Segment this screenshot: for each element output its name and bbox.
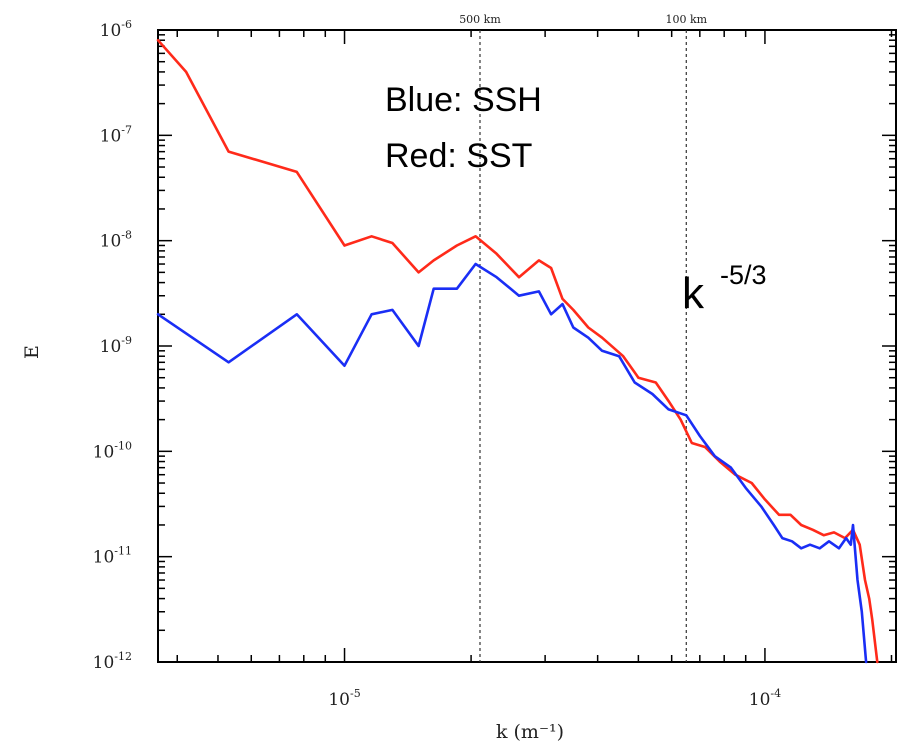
reference-lines: 500 km 100 km: [459, 13, 708, 662]
minor-ticks: [158, 30, 896, 662]
y-tick-label: 10-8: [100, 229, 132, 252]
y-tick-label: 10-7: [100, 123, 132, 146]
y-tick-labels: 10-6 10-7 10-8 10-9 10-10 10-11 10-12: [93, 18, 132, 673]
legend-line-ssh: Blue: SSH: [385, 81, 542, 119]
y-tick-label: 10-11: [93, 545, 132, 568]
x-tick-label: 10-4: [749, 687, 781, 710]
y-axis-label: E: [21, 345, 43, 359]
slope-annotation-base: k: [682, 269, 705, 318]
x-tick-label: 10-5: [328, 687, 360, 710]
y-tick-label: 10-12: [93, 650, 132, 673]
series-layer: [156, 38, 879, 664]
slope-annotation-exponent: -5/3: [720, 260, 767, 290]
major-ticks: [158, 29, 896, 663]
legend-line-sst: Red: SST: [385, 137, 532, 175]
reference-line-label: 500 km: [459, 13, 501, 26]
x-tick-labels: 10-5 10-4: [328, 687, 781, 710]
y-tick-label: 10-10: [93, 439, 132, 462]
series-sst-line: [156, 38, 879, 664]
y-tick-label: 10-9: [100, 334, 132, 357]
plot-frame: [157, 29, 897, 663]
reference-line-label: 100 km: [665, 13, 707, 26]
series-ssh-line: [156, 262, 868, 664]
y-tick-label: 10-6: [100, 18, 132, 41]
x-axis-label: k (m⁻¹): [496, 721, 564, 743]
